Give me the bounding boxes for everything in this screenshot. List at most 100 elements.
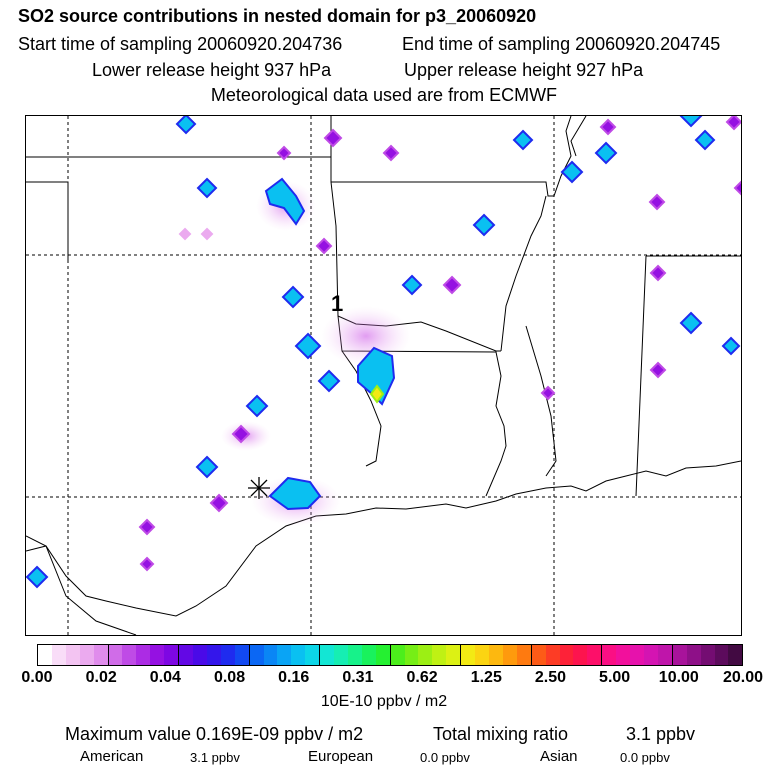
colorbar-segment (516, 645, 532, 665)
colorbar-segment (51, 645, 66, 665)
max-value: Maximum value 0.169E-09 ppbv / m2 (65, 724, 364, 744)
emission-source-marker (472, 213, 496, 237)
colorbar-tick-label: 0.62 (406, 669, 438, 686)
colorbar-segment (686, 645, 701, 665)
border-line (330, 116, 572, 197)
plume-core (357, 346, 396, 406)
rio-grande (26, 535, 137, 635)
colorbar-segment (277, 645, 292, 665)
colorbar-segment (657, 645, 673, 665)
colorbar-segment (573, 645, 588, 665)
colorbar-tick-label: 5.00 (599, 669, 631, 686)
map-canvas: 1 (26, 116, 741, 635)
emission-source-marker (599, 118, 617, 136)
colorbar-segment (263, 645, 278, 665)
colorbar-segment (418, 645, 433, 665)
colorbar-segment (334, 645, 348, 665)
emission-source-marker (694, 129, 716, 151)
emission-source-marker (323, 128, 343, 148)
source-markers (26, 116, 741, 589)
start-time: Start time of sampling 20060920.204736 (18, 34, 343, 54)
emission-source-marker (294, 332, 322, 360)
emission-source-marker (560, 160, 584, 184)
emission-source-marker (175, 116, 197, 135)
colorbar-tick-label: 2.50 (534, 669, 567, 686)
emission-source-marker (725, 116, 741, 131)
emission-source-marker (512, 129, 534, 151)
colorbar-tick-label: 0.16 (278, 669, 310, 686)
colorbar-tick-label: 0.08 (213, 669, 246, 686)
colorbar-segment (206, 645, 221, 665)
map-panel: 1 (25, 115, 742, 636)
american-label: American (80, 748, 144, 765)
emission-source-marker (26, 565, 49, 589)
colorbar-segment (502, 645, 517, 665)
colorbar-segment (446, 645, 462, 665)
upper-release-height: Upper release height 927 hPa (404, 60, 644, 80)
colorbar-segment (559, 645, 574, 665)
colorbar-tick-label: 0.04 (149, 669, 181, 686)
emission-source-marker (276, 145, 292, 161)
colorbar-segment (375, 645, 391, 665)
colorbar-segment (616, 645, 631, 665)
colorbar-segment (136, 645, 151, 665)
release-point-star (248, 477, 270, 499)
emission-source-marker (733, 180, 741, 196)
colorbar-segment (390, 645, 405, 665)
colorbar-segment (347, 645, 362, 665)
sampling-times: Start time of sampling 20060920.204736 E… (18, 34, 768, 55)
colorbar-segment (361, 645, 376, 665)
colorbar-segment (234, 645, 250, 665)
border-line (570, 116, 587, 157)
colorbar-tick-label: 0.00 (21, 669, 53, 686)
border-line (341, 350, 382, 467)
trajectory-label: 1 (331, 291, 343, 316)
met-data-source: Meteorological data used are from ECMWF (210, 85, 558, 105)
emission-source-marker (317, 369, 341, 393)
colorbar-segment (122, 645, 137, 665)
colorbar-tick-label: 10.00 (658, 669, 699, 686)
total-mixing-label: Total mixing ratio (433, 724, 569, 744)
asian-value: 0.0 ppbv (620, 750, 670, 765)
total-mixing-value: 3.1 ppbv (626, 724, 696, 744)
colorbar-segment (320, 645, 335, 665)
emission-source-marker (209, 493, 229, 513)
border-line (26, 181, 69, 261)
colorbar-segment (108, 645, 123, 665)
emission-source-marker (679, 311, 703, 335)
colorbar-segment (630, 645, 644, 665)
emission-source-marker (594, 141, 618, 165)
emission-source-marker (382, 144, 400, 162)
colorbar-segment (643, 645, 658, 665)
emission-source-marker (138, 518, 156, 536)
european-label: European (308, 748, 374, 765)
colorbar-segment (404, 645, 419, 665)
colorbar-segment (587, 645, 603, 665)
asian-label: Asian (540, 748, 578, 765)
emission-source-marker (442, 275, 462, 295)
emission-source-marker (245, 394, 269, 418)
colorbar-segment (489, 645, 503, 665)
emission-source-marker (196, 177, 218, 199)
emission-source-marker (195, 455, 219, 479)
colorbar-segment (432, 645, 447, 665)
colorbar-segment (728, 645, 743, 665)
plume-core (264, 177, 306, 226)
colorbar-tick-label: 0.02 (85, 669, 117, 686)
end-time: End time of sampling 20060920.204745 (402, 34, 721, 54)
colorbar-segment (475, 645, 489, 665)
map-title: SO2 source contributions in nested domai… (18, 6, 537, 26)
emission-source-marker (315, 237, 333, 255)
colorbar (37, 644, 743, 666)
emission-source-marker (721, 336, 741, 356)
lower-release-height: Lower release height 937 hPa (92, 60, 332, 80)
emission-source-marker (200, 227, 214, 241)
colorbar-segment (93, 645, 109, 665)
american-value: 3.1 ppbv (190, 750, 240, 765)
colorbar-tick-label: 0.31 (342, 669, 374, 686)
european-value: 0.0 ppbv (420, 750, 470, 765)
emission-source-marker (139, 556, 155, 572)
colorbar-segment (672, 645, 687, 665)
colorbar-segment (700, 645, 715, 665)
colorbar-segment (164, 645, 180, 665)
